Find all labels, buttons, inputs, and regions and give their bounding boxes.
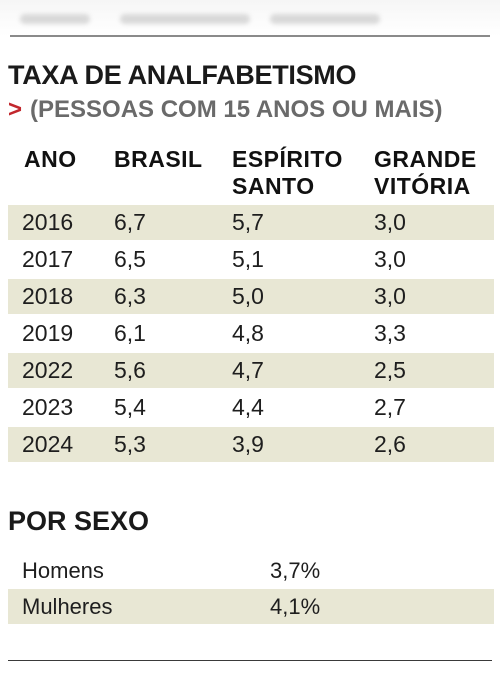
table-row: 2016 6,7 5,7 3,0: [8, 205, 494, 240]
column-header-ano: ANO: [24, 146, 77, 172]
subtitle: > (PESSOAS COM 15 ANOS OU MAIS): [8, 96, 443, 124]
cell-grande-vitoria: 2,7: [374, 394, 406, 420]
cell-ano: 2019: [22, 320, 74, 346]
cell-brasil: 5,6: [114, 357, 146, 383]
cell-grande-vitoria: 3,0: [374, 246, 406, 272]
cell-grande-vitoria: 2,5: [374, 357, 406, 383]
table-row: 2017 6,5 5,1 3,0: [8, 242, 494, 277]
table-row: Homens 3,7%: [8, 553, 494, 588]
section-title-por-sexo: POR SEXO: [8, 506, 150, 536]
cell-ano: 2024: [22, 431, 74, 457]
literacy-table: 2016 6,7 5,7 3,0 2017 6,5 5,1 3,0 2018 6…: [8, 205, 494, 464]
cell-grande-vitoria: 2,6: [374, 431, 406, 457]
cell-sexo: Mulheres: [22, 594, 113, 619]
top-rule: [10, 35, 490, 37]
column-header-brasil: BRASIL: [114, 146, 203, 172]
cell-espirito-santo: 5,0: [232, 283, 264, 309]
cell-grande-vitoria: 3,3: [374, 320, 406, 346]
cell-espirito-santo: 5,7: [232, 209, 264, 235]
cell-sexo: Homens: [22, 558, 104, 583]
table-row: 2024 5,3 3,9 2,6: [8, 427, 494, 462]
cell-brasil: 6,7: [114, 209, 146, 235]
table-row: 2019 6,1 4,8 3,3: [8, 316, 494, 351]
bottom-rule: [8, 660, 492, 661]
cell-brasil: 6,3: [114, 283, 146, 309]
cell-ano: 2022: [22, 357, 74, 383]
chevron-right-icon: >: [8, 96, 23, 123]
cell-espirito-santo: 4,7: [232, 357, 264, 383]
column-header-espirito-santo: ESPÍRITO SANTO: [232, 146, 343, 199]
cell-taxa: 3,7%: [270, 558, 321, 583]
blurred-top-strip: [0, 0, 500, 36]
cell-brasil: 5,3: [114, 431, 146, 457]
table-row: 2018 6,3 5,0 3,0: [8, 279, 494, 314]
cell-grande-vitoria: 3,0: [374, 209, 406, 235]
cell-brasil: 6,5: [114, 246, 146, 272]
table-row: 2022 5,6 4,7 2,5: [8, 353, 494, 388]
cell-ano: 2018: [22, 283, 74, 309]
cell-ano: 2016: [22, 209, 74, 235]
cell-taxa: 4,1%: [270, 594, 321, 619]
table-row: 2023 5,4 4,4 2,7: [8, 390, 494, 425]
table-row: Mulheres 4,1%: [8, 589, 494, 624]
cell-brasil: 6,1: [114, 320, 146, 346]
cell-espirito-santo: 4,4: [232, 394, 264, 420]
cell-espirito-santo: 3,9: [232, 431, 264, 457]
cell-ano: 2017: [22, 246, 74, 272]
column-header-grande-vitoria: GRANDE VITÓRIA: [374, 146, 477, 199]
cell-grande-vitoria: 3,0: [374, 283, 406, 309]
cell-brasil: 5,4: [114, 394, 146, 420]
cell-espirito-santo: 5,1: [232, 246, 264, 272]
page-title: TAXA DE ANALFABETISMO: [8, 60, 357, 90]
sex-table: Homens 3,7% Mulheres 4,1%: [8, 553, 494, 625]
subtitle-text: (PESSOAS COM 15 ANOS OU MAIS): [30, 96, 443, 123]
cell-ano: 2023: [22, 394, 74, 420]
cell-espirito-santo: 4,8: [232, 320, 264, 346]
